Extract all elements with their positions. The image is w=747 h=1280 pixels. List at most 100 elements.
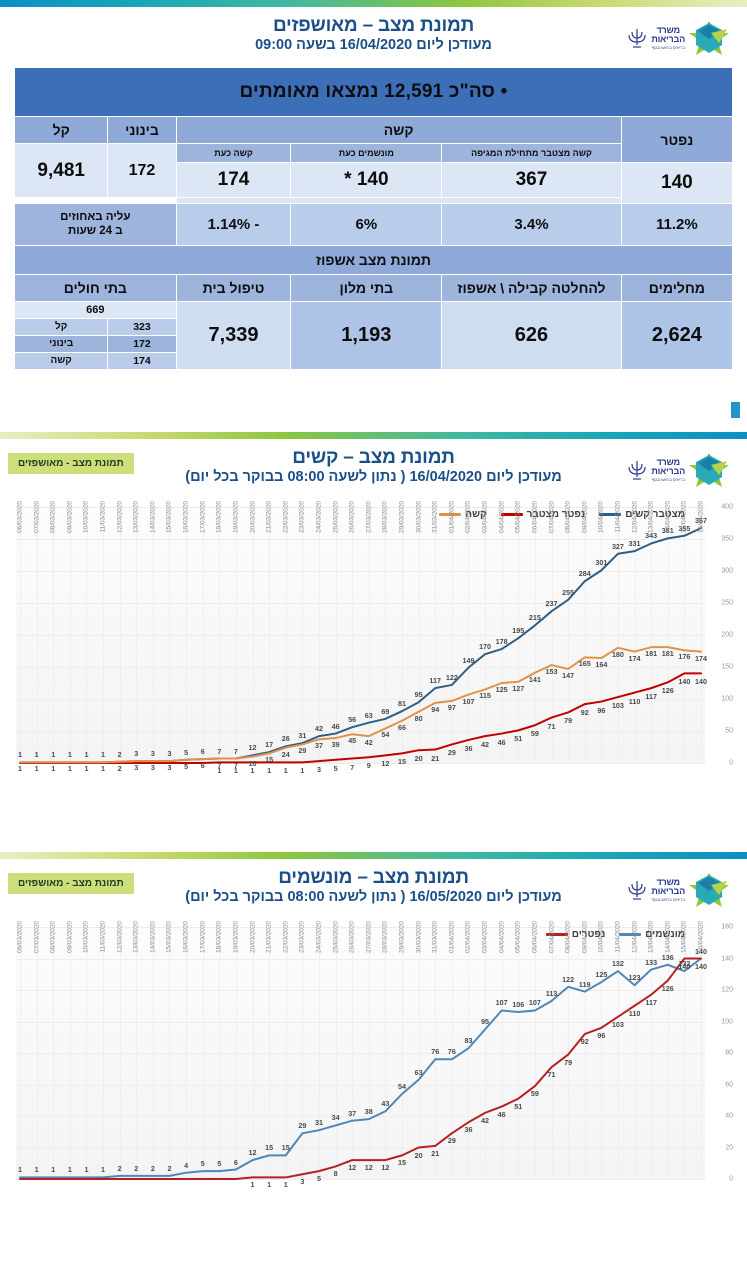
- hosp-row-beinoni: 172 בינוני: [13, 334, 733, 353]
- x-axis-tick: 12/03/2020: [116, 501, 124, 534]
- gridline: [16, 539, 705, 540]
- vertical-gridline: [451, 507, 453, 763]
- page-title: תמונת מצב – מאושפזים: [272, 15, 475, 36]
- gridline: [16, 1147, 705, 1149]
- vertical-gridline: [534, 507, 536, 763]
- header-kashe: קשה: [175, 116, 622, 144]
- x-axis-tick: 17/03/2020: [199, 921, 207, 954]
- health-star-icon: [689, 19, 729, 57]
- y-axis-tick: 160: [721, 923, 733, 931]
- data-label: 127: [512, 683, 525, 693]
- x-axis-tick: 07/04/2020: [548, 921, 555, 954]
- vertical-gridline: [617, 927, 619, 1179]
- data-label: 165: [578, 659, 591, 669]
- data-label: 1: [84, 1165, 89, 1175]
- logo2-line2: הבריאות: [651, 466, 685, 477]
- x-axis-tick: 11/04/2020: [614, 501, 622, 533]
- x-axis-tick: 19/03/2020: [232, 501, 240, 534]
- vertical-gridline: [568, 507, 570, 763]
- y-axis-tick: 0: [729, 1175, 733, 1183]
- data-label: 43: [381, 1099, 390, 1109]
- data-label: 106: [512, 1000, 525, 1010]
- data-label: 7: [233, 760, 238, 770]
- data-label: 140: [695, 946, 707, 956]
- x-axis-tick: 15/03/2020: [165, 921, 173, 954]
- subheader-kashe-kaet: קשה כעת: [175, 143, 292, 163]
- x-axis-tick: 15/03/2020: [165, 501, 173, 534]
- chart-munshamim-legend: מונשמים נפטרים: [545, 929, 685, 940]
- chart-kashim-legend: מצטבר קשים נפטר מצטבר קשה: [439, 509, 685, 520]
- legend-item[interactable]: קשה: [439, 509, 487, 520]
- data-label: 1: [283, 766, 288, 776]
- y-axis-tick: 350: [721, 535, 733, 543]
- data-label: 63: [414, 1067, 423, 1077]
- hosp-header-machlimim: מחלימים: [620, 273, 734, 302]
- data-label: 181: [645, 649, 658, 659]
- vertical-gridline: [186, 927, 188, 1179]
- vertical-gridline: [701, 507, 702, 763]
- x-axis-tick: 18/03/2020: [215, 501, 223, 534]
- total-banner-row: • סה"כ 12,591 נמצאו מאומתים: [14, 67, 733, 117]
- x-axis-tick: 10/04/2020: [597, 921, 605, 954]
- data-label: 97: [447, 702, 456, 712]
- top-gradient-bar: [0, 0, 747, 7]
- vertical-gridline: [601, 507, 603, 763]
- x-axis-tick: 26/03/2020: [348, 501, 356, 534]
- data-label: 178: [495, 637, 508, 647]
- hosp-header-tipul-bait: טיפול בית: [175, 273, 292, 302]
- x-axis-tick: 10/03/2020: [82, 501, 90, 534]
- chart-series-group: [19, 957, 702, 1180]
- y-axis-tick: 80: [725, 1049, 733, 1057]
- hosp-header-batei-holim: בתי חולים: [14, 273, 177, 302]
- x-axis-tick: 04/04/2020: [498, 501, 506, 534]
- health-star-icon-2: [689, 451, 729, 489]
- data-label: 2: [167, 1163, 172, 1173]
- data-label: 3: [167, 749, 172, 759]
- x-axis-tick: 29/03/2020: [398, 921, 406, 954]
- gridline: [16, 1053, 705, 1054]
- legend-item[interactable]: מצטבר קשים: [599, 509, 685, 520]
- vertical-gridline: [318, 507, 320, 763]
- x-axis-tick: 25/03/2020: [332, 501, 340, 534]
- data-label: 42: [481, 740, 490, 750]
- gridline: [16, 1084, 705, 1086]
- vertical-gridline: [119, 927, 121, 1179]
- data-label: 107: [528, 998, 541, 1008]
- data-label: 8: [333, 1169, 338, 1179]
- legend-item[interactable]: מונשמים: [619, 929, 685, 940]
- change-label-line1: עליה באחוזים: [60, 211, 131, 223]
- data-label: 71: [547, 721, 556, 731]
- ministry-of-health-logo-2: משרד הבריאות בריאים בראש ובגוף: [609, 447, 729, 493]
- x-axis-tick: 06/03/2020: [16, 921, 24, 954]
- ministry-of-health-logo-3: משרד הבריאות בריאים בראש ובגוף: [609, 867, 729, 913]
- x-axis-tick: 17/03/2020: [199, 501, 207, 534]
- x-axis-tick: 07/04/2020: [548, 501, 555, 534]
- x-axis-tick: 08/03/2020: [49, 501, 57, 534]
- legend-item[interactable]: נפטר מצטבר: [500, 509, 585, 520]
- legend-item[interactable]: נפטרים: [545, 929, 605, 940]
- vertical-gridline: [219, 927, 221, 1179]
- pct-mitztaber: 3.4%: [441, 203, 622, 246]
- x-axis-tick: 08/04/2020: [564, 921, 572, 954]
- x-axis-tick: 16/03/2020: [182, 501, 190, 534]
- data-label: 94: [431, 704, 440, 714]
- data-label: 96: [597, 1030, 606, 1040]
- vertical-gridline: [335, 507, 337, 763]
- chart-kashim-y-axis: 0 50 100 150 200 250 300 350 400: [705, 503, 735, 767]
- data-label: 1: [101, 1165, 106, 1175]
- y-axis-tick: 400: [721, 503, 733, 511]
- vertical-gridline: [269, 507, 271, 763]
- vertical-gridline: [634, 927, 636, 1179]
- data-label: 1: [217, 766, 222, 776]
- data-label: 181: [661, 649, 674, 659]
- ministry-of-health-logo: משרד הבריאות בריאים בראש ובגוף: [609, 15, 729, 61]
- data-label: 66: [398, 722, 407, 732]
- vertical-gridline: [667, 507, 669, 763]
- data-label: 1: [101, 750, 106, 760]
- hosp-header-lehachlata: להחלטה קבילה \ אשפוז: [441, 273, 622, 302]
- gridline: [16, 958, 705, 960]
- y-axis-tick: 20: [725, 1144, 733, 1151]
- vertical-gridline: [385, 927, 387, 1179]
- data-label: 29: [298, 1121, 307, 1131]
- vertical-gridline: [69, 927, 71, 1179]
